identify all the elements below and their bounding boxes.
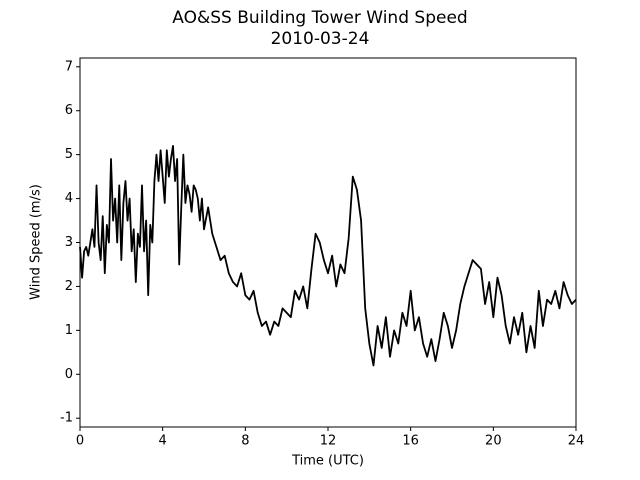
y-axis-label: Wind Speed (m/s) (29, 184, 44, 300)
chart-title: AO&SS Building Tower Wind Speed (172, 8, 467, 28)
y-tick-label: 7 (65, 59, 73, 74)
x-tick-label: 16 (402, 434, 419, 449)
plot-frame (79, 57, 577, 428)
x-tick-label: 4 (159, 434, 167, 449)
x-tick-label: 8 (241, 434, 249, 449)
y-tick-label: 5 (65, 147, 73, 162)
y-tick-label: 1 (65, 323, 73, 338)
x-tick-label: 12 (320, 434, 337, 449)
x-tick-label: 24 (568, 434, 585, 449)
x-axis-label: Time (UTC) (291, 454, 364, 469)
chart-subtitle: 2010-03-24 (271, 29, 370, 49)
data-line (79, 144, 577, 367)
y-tick-label: 6 (65, 103, 73, 118)
y-tick-label: 4 (65, 191, 73, 206)
x-tick-label: 0 (76, 434, 84, 449)
y-tick-label: -1 (60, 411, 73, 426)
x-tick-label: 20 (485, 434, 502, 449)
y-tick-label: 0 (65, 367, 73, 382)
y-tick-label: 2 (65, 279, 73, 294)
y-tick-label: 3 (65, 235, 73, 250)
